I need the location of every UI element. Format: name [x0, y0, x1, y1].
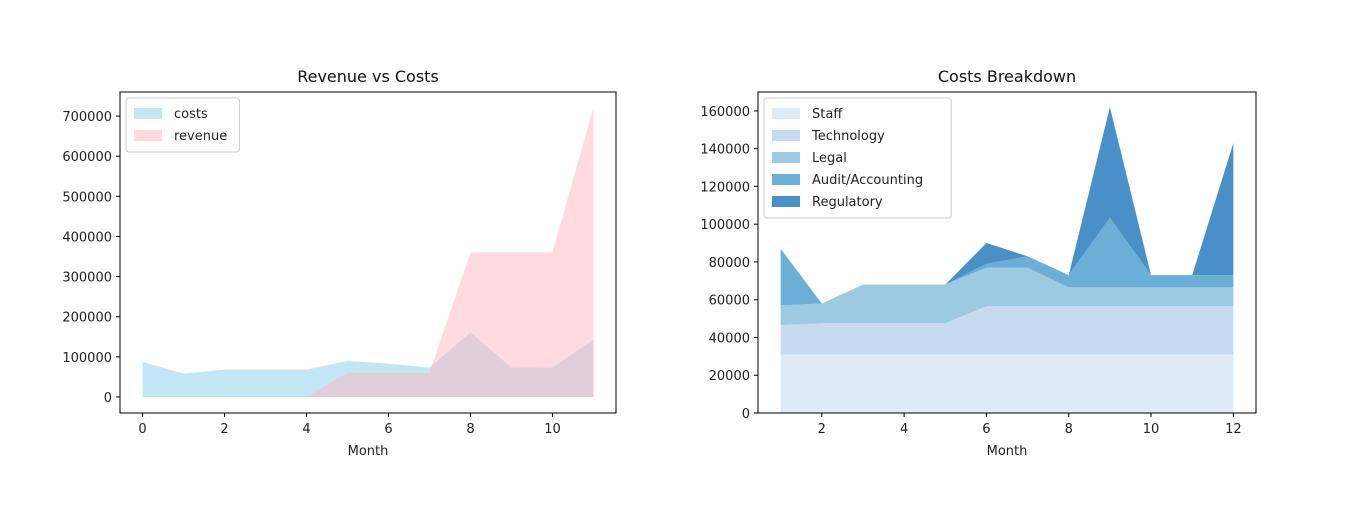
y-tick-label: 120000: [700, 180, 750, 195]
legend-label: Technology: [811, 129, 885, 144]
x-axis-label: Month: [348, 444, 389, 459]
y-tick-label: 80000: [709, 256, 750, 271]
x-tick-label: 0: [138, 422, 146, 437]
legend-swatch: [772, 108, 800, 119]
legend-label: costs: [174, 107, 208, 122]
legend-swatch: [772, 130, 800, 141]
legend-label: revenue: [174, 129, 227, 144]
x-tick-label: 4: [302, 422, 310, 437]
x-tick-label: 8: [466, 422, 474, 437]
y-tick-label: 60000: [709, 294, 750, 309]
y-tick-label: 600000: [62, 150, 112, 165]
area-series-audit-accounting: [780, 217, 1234, 306]
area-series-staff: [780, 354, 1234, 413]
legend: costs revenue: [125, 97, 240, 153]
chart-1: 0 2 4 6 8 10 0 100000 200000 300000 400000 500000 60…: [62, 67, 617, 459]
legend-swatch: [772, 152, 800, 163]
x-tick-label: 6: [982, 422, 990, 437]
plot-frame: [119, 91, 617, 414]
area-series-regulatory: [780, 107, 1234, 304]
x-tick-label: 10: [1143, 422, 1160, 437]
area-series-technology: [780, 306, 1234, 355]
x-axis-label: Month: [987, 444, 1028, 459]
x-tick-label: 8: [1065, 422, 1073, 437]
x-tick-label: 12: [1225, 422, 1242, 437]
y-tick-label: 20000: [709, 369, 750, 384]
legend-label: Legal: [812, 151, 847, 166]
y-tick-label: 0: [742, 407, 750, 422]
x-tick-label: 6: [384, 422, 392, 437]
legend: Staff Technology Legal Audit/Accounting Regu…: [763, 97, 952, 219]
y-tick-label: 500000: [62, 190, 112, 205]
y-tick-label: 100000: [62, 351, 112, 366]
x-tick-label: 4: [900, 422, 908, 437]
area-series-revenue: [142, 108, 594, 397]
chart-title: Costs Breakdown: [938, 67, 1076, 86]
y-tick-label: 140000: [700, 143, 750, 158]
legend-label: Regulatory: [812, 195, 883, 210]
y-tick-label: 160000: [700, 105, 750, 120]
chart-title: Revenue vs Costs: [297, 67, 439, 86]
y-tick-label: 300000: [62, 271, 112, 286]
chart-2: 2 4 6 8 10 12 0 20000 40000 60000 80000 100000 12000…: [700, 67, 1257, 459]
legend-swatch: [772, 174, 800, 185]
legend-swatch: [134, 130, 162, 141]
area-series-legal: [780, 267, 1234, 326]
plot-frame: [757, 91, 1257, 414]
y-tick-label: 40000: [709, 331, 750, 346]
y-tick-label: 200000: [62, 311, 112, 326]
y-tick-label: 700000: [62, 110, 112, 125]
x-tick-label: 2: [818, 422, 826, 437]
legend-swatch: [134, 108, 162, 119]
chart-1-areas: [142, 108, 594, 397]
x-tick-label: 2: [220, 422, 228, 437]
y-tick-label: 100000: [700, 218, 750, 233]
legend-label: Audit/Accounting: [812, 173, 923, 188]
y-tick-label: 400000: [62, 230, 112, 245]
x-tick-label: 10: [544, 422, 561, 437]
legend-frame: [763, 97, 952, 219]
legend-swatch: [772, 196, 800, 207]
legend-label: Staff: [812, 107, 843, 122]
y-tick-label: 0: [104, 391, 112, 406]
chart-2-areas: [780, 107, 1234, 413]
